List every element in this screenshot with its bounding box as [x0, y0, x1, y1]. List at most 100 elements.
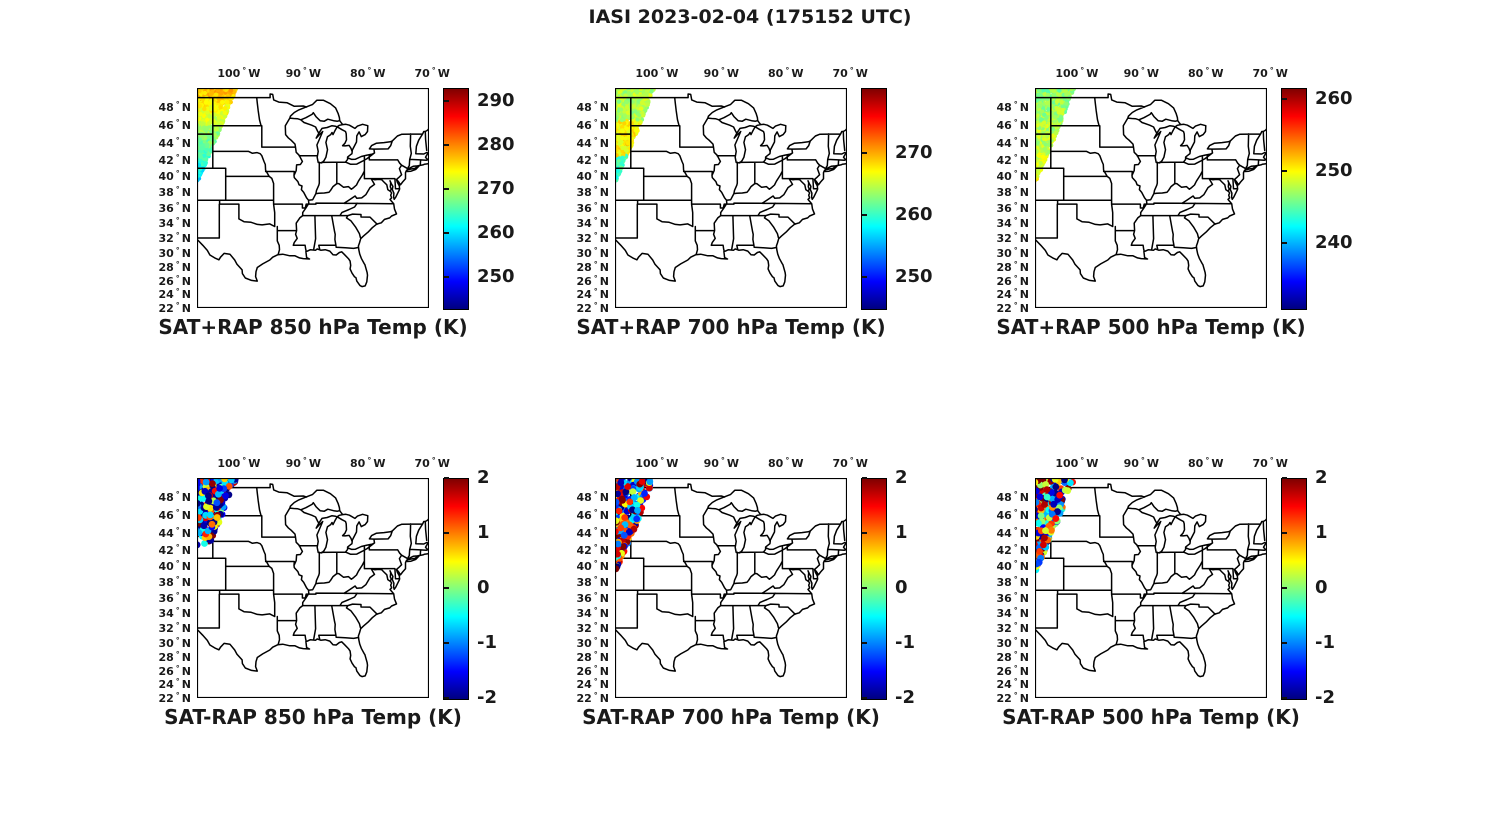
colorbar-tick-label: 1	[477, 522, 490, 543]
map-basemap-sat_plus_rap_850	[197, 88, 429, 308]
lat-tick-label: 32 ° N	[158, 231, 191, 245]
lat-tick-label: 42 ° N	[158, 542, 191, 557]
colorbar-tick	[862, 276, 867, 278]
degree-symbol: °	[431, 66, 436, 75]
state-boundaries	[197, 483, 429, 678]
degree-symbol: °	[1013, 185, 1018, 195]
degree-symbol: °	[593, 273, 598, 283]
degree-symbol: °	[593, 287, 598, 297]
lat-tick-label: 48 ° N	[996, 99, 1029, 114]
degree-symbol: °	[593, 508, 598, 518]
degree-symbol: °	[593, 245, 598, 255]
degree-symbol: °	[593, 301, 598, 310]
degree-symbol: °	[175, 259, 180, 269]
degree-symbol: °	[431, 456, 436, 465]
lat-tick-label: 36 ° N	[996, 200, 1029, 215]
degree-symbol: °	[175, 542, 180, 552]
colorbar-tick-label: 0	[477, 577, 490, 598]
degree-symbol: °	[1013, 663, 1018, 673]
colorbar-tick	[444, 532, 449, 534]
degree-symbol: °	[367, 456, 372, 465]
degree-symbol: °	[175, 273, 180, 283]
lat-tick-label: 22 ° N	[158, 691, 191, 705]
degree-symbol: °	[593, 621, 598, 630]
degree-symbol: °	[660, 66, 665, 75]
degree-symbol: °	[175, 677, 180, 687]
lat-tick-label: 30 ° N	[576, 245, 609, 260]
colorbar-tick-label: -2	[477, 687, 497, 708]
lon-tick-label: 70 ° W	[1252, 66, 1288, 80]
map-frame	[615, 478, 847, 698]
lat-tick-label: 42 ° N	[576, 542, 609, 557]
colorbar-tick	[444, 477, 449, 479]
lat-tick-label: 46 ° N	[576, 508, 609, 523]
degree-symbol: °	[593, 185, 598, 195]
degree-symbol: °	[593, 231, 598, 240]
lat-tick-label: 38 ° N	[158, 185, 191, 200]
colorbar-tick-label: 2	[1315, 467, 1328, 488]
lat-tick-label: 42 ° N	[996, 152, 1029, 167]
lat-tick-label: 32 ° N	[158, 621, 191, 635]
degree-symbol: °	[175, 231, 180, 240]
degree-symbol: °	[1013, 525, 1018, 535]
degree-symbol: °	[593, 200, 598, 210]
colorbar-tick-label: -1	[895, 632, 915, 653]
colorbar-sat_plus_rap_500	[1281, 88, 1307, 310]
state-boundaries	[1035, 483, 1267, 678]
lat-tick-label: 48 ° N	[158, 489, 191, 504]
lat-tick-label: 38 ° N	[996, 575, 1029, 590]
colorbar-tick	[1282, 532, 1287, 534]
degree-symbol: °	[175, 287, 180, 297]
degree-symbol: °	[593, 169, 598, 179]
lat-tick-label: 32 ° N	[996, 621, 1029, 635]
lat-tick-label: 24 ° N	[576, 677, 609, 692]
degree-symbol: °	[175, 489, 180, 499]
degree-symbol: °	[175, 575, 180, 585]
degree-symbol: °	[593, 118, 598, 128]
degree-symbol: °	[720, 456, 725, 465]
lat-tick-label: 24 ° N	[158, 287, 191, 302]
lon-tick-label: 70 ° W	[1252, 456, 1288, 470]
colorbar-tick	[862, 532, 867, 534]
colorbar-tick-label: -2	[1315, 687, 1335, 708]
lat-tick-label: 34 ° N	[576, 216, 609, 231]
map-basemap-sat_plus_rap_700	[615, 88, 847, 308]
degree-symbol: °	[1013, 542, 1018, 552]
lat-tick-label: 36 ° N	[158, 200, 191, 215]
degree-symbol: °	[1013, 245, 1018, 255]
lat-tick-label: 30 ° N	[996, 245, 1029, 260]
degree-symbol: °	[593, 635, 598, 645]
lat-tick-label: 34 ° N	[996, 216, 1029, 231]
colorbar-tick-label: 270	[895, 142, 933, 164]
figure-title: IASI 2023-02-04 (175152 UTC)	[588, 6, 912, 28]
colorbar-tick-label: 290	[477, 90, 515, 112]
colorbar-tick-label: 250	[895, 266, 933, 287]
degree-symbol: °	[1013, 590, 1018, 600]
lat-tick-label: 26 ° N	[996, 663, 1029, 678]
degree-symbol: °	[242, 456, 247, 465]
degree-symbol: °	[175, 185, 180, 195]
colorbar-tick-label: -1	[1315, 632, 1335, 653]
lat-tick-label: 40 ° N	[576, 169, 609, 184]
lat-tick-label: 42 ° N	[996, 542, 1029, 557]
panel-title-sat_minus_rap_700: SAT-RAP 700 hPa Temp (K)	[582, 705, 880, 729]
colorbar-tick	[444, 100, 449, 103]
map-frame	[1035, 478, 1267, 698]
degree-symbol: °	[1013, 231, 1018, 240]
degree-symbol: °	[1013, 99, 1018, 109]
colorbar-tick	[1282, 697, 1287, 699]
degree-symbol: °	[1013, 169, 1018, 179]
degree-symbol: °	[1013, 559, 1018, 569]
lat-tick-label: 26 ° N	[158, 273, 191, 288]
degree-symbol: °	[175, 245, 180, 255]
degree-symbol: °	[242, 66, 247, 75]
lat-tick-label: 48 ° N	[576, 99, 609, 114]
degree-symbol: °	[1013, 216, 1018, 226]
degree-symbol: °	[1013, 273, 1018, 283]
degree-symbol: °	[593, 691, 598, 700]
map-basemap-sat_plus_rap_500	[1035, 88, 1267, 308]
colorbar-tick-label: 1	[895, 522, 908, 543]
lon-tick-label: 90 ° W	[1123, 66, 1160, 80]
colorbar-tick-label: 270	[477, 178, 515, 200]
degree-symbol: °	[1013, 606, 1018, 616]
